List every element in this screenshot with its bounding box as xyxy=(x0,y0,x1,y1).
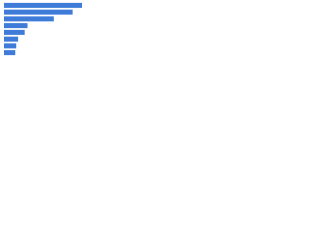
bar xyxy=(4,50,16,56)
bar xyxy=(4,9,73,15)
bar xyxy=(4,23,28,29)
bar xyxy=(4,16,54,22)
bar xyxy=(4,29,25,35)
bar xyxy=(4,43,17,49)
chart xyxy=(4,2,83,56)
bar xyxy=(4,2,83,8)
bar xyxy=(4,36,19,42)
page: (() => { const data = JSON.parse(documen… xyxy=(0,0,320,71)
